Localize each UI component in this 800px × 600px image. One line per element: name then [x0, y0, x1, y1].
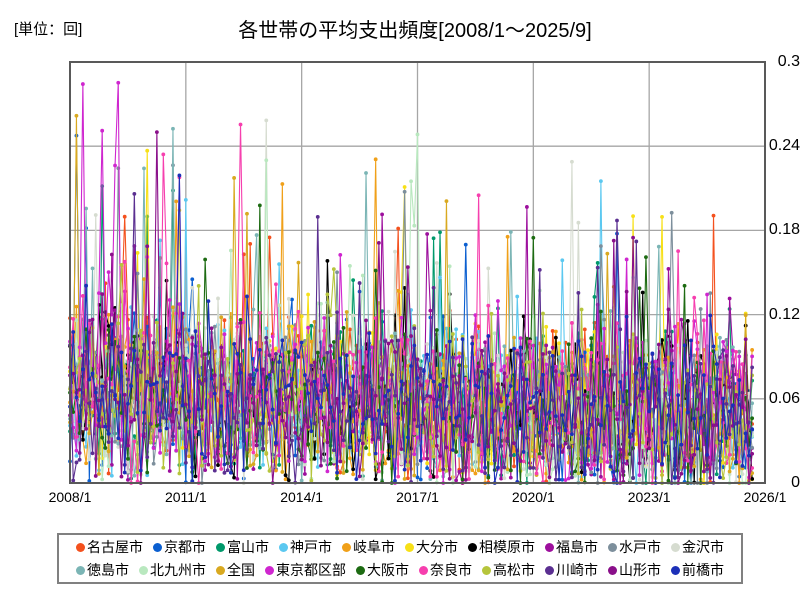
- legend-color-swatch-icon: [419, 565, 428, 575]
- legend-label: 東京都区部: [276, 562, 346, 578]
- legend-label: 高松市: [493, 562, 535, 578]
- legend-label: 北九州市: [150, 562, 206, 578]
- x-axis-tick-label: 2008/1: [48, 489, 92, 505]
- legend-color-swatch-icon: [468, 542, 477, 552]
- legend-label: 山形市: [619, 562, 661, 578]
- x-axis-tick-label: 2020/1: [511, 489, 555, 505]
- legend-color-swatch-icon: [671, 542, 680, 552]
- legend-label: 名古屋市: [87, 539, 143, 555]
- legend-label: 金沢市: [682, 539, 724, 555]
- legend-item-富山市[interactable]: 富山市: [216, 540, 269, 554]
- legend-label: 相模原市: [479, 539, 535, 555]
- legend-item-北九州市[interactable]: 北九州市: [139, 563, 206, 577]
- legend-color-swatch-icon: [545, 565, 554, 575]
- legend-label: 神戸市: [290, 539, 332, 555]
- legend-label: 大分市: [416, 539, 458, 555]
- legend-color-swatch-icon: [671, 565, 680, 575]
- legend-item-徳島市[interactable]: 徳島市: [76, 563, 129, 577]
- legend-color-swatch-icon: [342, 542, 351, 552]
- legend-item-名古屋市[interactable]: 名古屋市: [76, 540, 143, 554]
- legend-label: 川崎市: [556, 562, 598, 578]
- legend-color-swatch-icon: [216, 542, 225, 552]
- legend-item-神戸市[interactable]: 神戸市: [279, 540, 332, 554]
- legend-color-swatch-icon: [265, 565, 274, 575]
- legend-label: 奈良市: [430, 562, 472, 578]
- legend-item-東京都区部[interactable]: 東京都区部: [265, 563, 346, 577]
- data-series-group: [68, 80, 755, 485]
- legend-item-前橋市[interactable]: 前橋市: [671, 563, 724, 577]
- x-axis-tick-label: 2014/1: [280, 489, 324, 505]
- legend-item-奈良市[interactable]: 奈良市: [419, 563, 472, 577]
- legend-item-大分市[interactable]: 大分市: [405, 540, 458, 554]
- y-axis-tick-label: 0.06: [768, 389, 800, 407]
- y-axis-tick-label: 0.12: [768, 305, 800, 323]
- data-series: [68, 173, 755, 485]
- legend-label: 福島市: [556, 539, 598, 555]
- legend-color-swatch-icon: [279, 542, 288, 552]
- legend-item-高松市[interactable]: 高松市: [482, 563, 535, 577]
- legend-color-swatch-icon: [76, 565, 85, 575]
- x-axis-tick-label: 2017/1: [396, 489, 439, 505]
- x-axis-tick-label: 2011/1: [164, 489, 207, 505]
- y-axis-tick-label: 0.3: [777, 53, 800, 70]
- legend-label: 富山市: [227, 539, 269, 555]
- legend-label: 大阪市: [367, 562, 409, 578]
- legend-item-岐阜市[interactable]: 岐阜市: [342, 540, 395, 554]
- chart-legend: 名古屋市 京都市 富山市 神戸市 岐阜市 大分市 相模原市 福島市 水戸市 金沢市徳島市 北九州市 全…: [57, 533, 743, 584]
- axis-frame: [69, 61, 766, 484]
- y-axis-tick-label: 0.18: [768, 221, 800, 239]
- unit-label: [単位：回]: [14, 21, 83, 38]
- legend-color-swatch-icon: [608, 565, 617, 575]
- legend-item-京都市[interactable]: 京都市: [153, 540, 206, 554]
- legend-color-swatch-icon: [153, 542, 162, 552]
- legend-item-川崎市[interactable]: 川崎市: [545, 563, 598, 577]
- legend-row: 徳島市 北九州市 全国 東京都区部 大阪市 奈良市 高松市 川崎市 山形市 前橋市: [59, 559, 741, 582]
- legend-color-swatch-icon: [216, 565, 225, 575]
- legend-item-山形市[interactable]: 山形市: [608, 563, 661, 577]
- legend-color-swatch-icon: [76, 542, 85, 552]
- chart-title: 各世帯の平均支出頻度[2008/1～2025/9]: [238, 20, 592, 42]
- legend-color-swatch-icon: [356, 565, 365, 575]
- legend-item-全国[interactable]: 全国: [216, 563, 255, 577]
- legend-item-金沢市[interactable]: 金沢市: [671, 540, 724, 554]
- legend-label: 徳島市: [87, 562, 129, 578]
- legend-item-福島市[interactable]: 福島市: [545, 540, 598, 554]
- legend-item-相模原市[interactable]: 相模原市: [468, 540, 535, 554]
- legend-item-大阪市[interactable]: 大阪市: [356, 563, 409, 577]
- legend-label: 岐阜市: [353, 539, 395, 555]
- x-axis-tick-label: 2023/1: [627, 489, 671, 505]
- legend-color-swatch-icon: [139, 565, 148, 575]
- legend-label: 水戸市: [619, 539, 661, 555]
- legend-color-swatch-icon: [545, 542, 554, 552]
- legend-color-swatch-icon: [608, 542, 617, 552]
- y-axis-tick-label: 0.24: [768, 137, 800, 155]
- legend-item-水戸市[interactable]: 水戸市: [608, 540, 661, 554]
- legend-label: 京都市: [164, 539, 206, 555]
- legend-row: 名古屋市 京都市 富山市 神戸市 岐阜市 大分市 相模原市 福島市 水戸市 金沢市: [59, 536, 741, 559]
- legend-label: 前橋市: [682, 562, 724, 578]
- y-axis-tick-label: 0: [791, 474, 800, 491]
- legend-label: 全国: [227, 562, 255, 578]
- legend-color-swatch-icon: [405, 542, 414, 552]
- x-axis-tick-label: 2026/1: [743, 489, 787, 505]
- legend-color-swatch-icon: [482, 565, 491, 575]
